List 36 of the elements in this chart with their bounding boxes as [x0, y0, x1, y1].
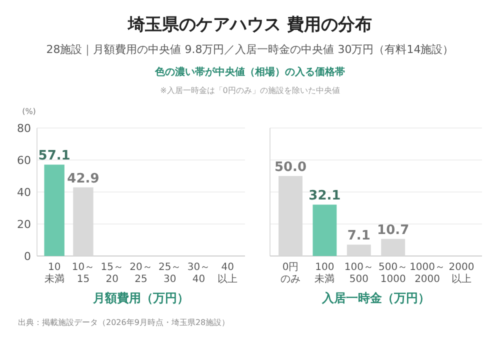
data-label: 32.1	[308, 188, 341, 204]
x-tick-label: 25～30	[158, 262, 182, 285]
y-tick-label: 0	[24, 250, 31, 263]
data-label: 50.0	[274, 160, 307, 175]
y-tick-label: 20	[17, 218, 31, 231]
x-tick-label: 1000～2000	[410, 262, 446, 285]
x-tick-label: 500～1000	[378, 262, 408, 285]
y-axis-title: (%)	[22, 107, 36, 116]
x-tick-label: 10～15	[72, 262, 95, 285]
x-tick-label: 30～40	[187, 262, 210, 285]
y-tick-label: 40	[17, 186, 31, 199]
text: ※入居一時金は「0円のみ」の施設を除いた中央値	[160, 86, 340, 95]
chart-title: 埼玉県のケアハウス 費用の分布	[127, 15, 372, 35]
chart-subtitle: 28施設｜月額費用の中央値 9.8万円／入居一時金の中央値 30万円（有料14施設）	[46, 43, 454, 56]
data-label: 57.1	[38, 148, 70, 164]
x-tick-label: 15～20	[100, 262, 124, 285]
y-tick-label: 80	[17, 122, 31, 135]
x-axis-title: 入居一時金（万円）	[321, 291, 430, 305]
x-tick-label: 2000以上	[448, 262, 474, 285]
bar	[381, 238, 406, 256]
source-note: 出典：掲載施設データ（2026年9月時点・埼玉県28施設）	[18, 318, 230, 327]
y-tick-label: 60	[17, 154, 31, 167]
data-label: 42.9	[67, 171, 100, 186]
x-tick-label: 40以上	[218, 262, 238, 285]
x-tick-label: 100未満	[314, 262, 335, 285]
x-tick-label: 100～500	[344, 262, 374, 285]
data-label: 10.7	[377, 222, 410, 238]
x-tick-label: 10未満	[44, 262, 64, 285]
x-tick-label: 0円のみ	[280, 262, 301, 285]
x-tick-label: 20～25	[130, 262, 152, 285]
text: 色の濃い帯が中央値（相場）の入る価格帯	[154, 66, 345, 78]
x-axis-title: 月額費用（万円）	[92, 291, 189, 305]
bar	[278, 176, 302, 256]
bar	[312, 204, 337, 256]
bar	[346, 244, 371, 256]
data-label: 7.1	[347, 228, 370, 244]
